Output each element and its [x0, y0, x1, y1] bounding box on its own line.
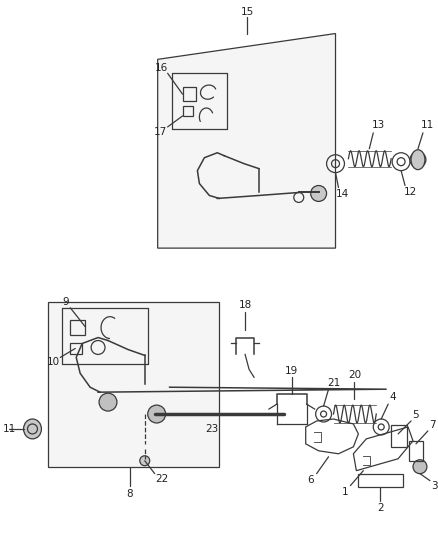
- Text: 15: 15: [240, 6, 254, 17]
- Bar: [70, 320, 85, 335]
- Text: 1: 1: [342, 487, 349, 497]
- Ellipse shape: [24, 419, 42, 439]
- Bar: [183, 87, 196, 101]
- Text: 17: 17: [154, 127, 167, 137]
- Circle shape: [148, 405, 166, 423]
- Text: 18: 18: [238, 300, 252, 310]
- Polygon shape: [158, 34, 336, 248]
- Bar: [70, 343, 82, 354]
- Text: 11: 11: [3, 424, 16, 434]
- Bar: [183, 106, 194, 116]
- Text: 22: 22: [155, 474, 168, 483]
- Circle shape: [410, 152, 426, 168]
- Text: 6: 6: [307, 474, 314, 484]
- Text: 5: 5: [413, 410, 419, 420]
- Bar: [409, 441, 423, 461]
- Text: 10: 10: [47, 357, 60, 367]
- Circle shape: [140, 456, 150, 466]
- Ellipse shape: [411, 150, 425, 169]
- Text: 20: 20: [348, 370, 361, 380]
- Text: 12: 12: [403, 188, 417, 198]
- Circle shape: [413, 460, 427, 474]
- Text: 2: 2: [377, 504, 384, 513]
- Text: 23: 23: [206, 424, 219, 434]
- Text: 8: 8: [127, 489, 133, 498]
- Text: 9: 9: [62, 297, 69, 307]
- Bar: [358, 474, 403, 487]
- Text: 21: 21: [327, 378, 340, 388]
- Text: 7: 7: [430, 420, 436, 430]
- Text: 4: 4: [390, 392, 396, 402]
- Text: 19: 19: [285, 366, 298, 376]
- Text: 13: 13: [371, 120, 385, 130]
- Text: 14: 14: [336, 189, 349, 199]
- Circle shape: [311, 185, 327, 201]
- Circle shape: [99, 393, 117, 411]
- Bar: [391, 425, 407, 447]
- Text: 11: 11: [421, 120, 434, 130]
- Polygon shape: [48, 302, 219, 467]
- Text: 16: 16: [155, 63, 168, 74]
- Text: 3: 3: [431, 481, 438, 490]
